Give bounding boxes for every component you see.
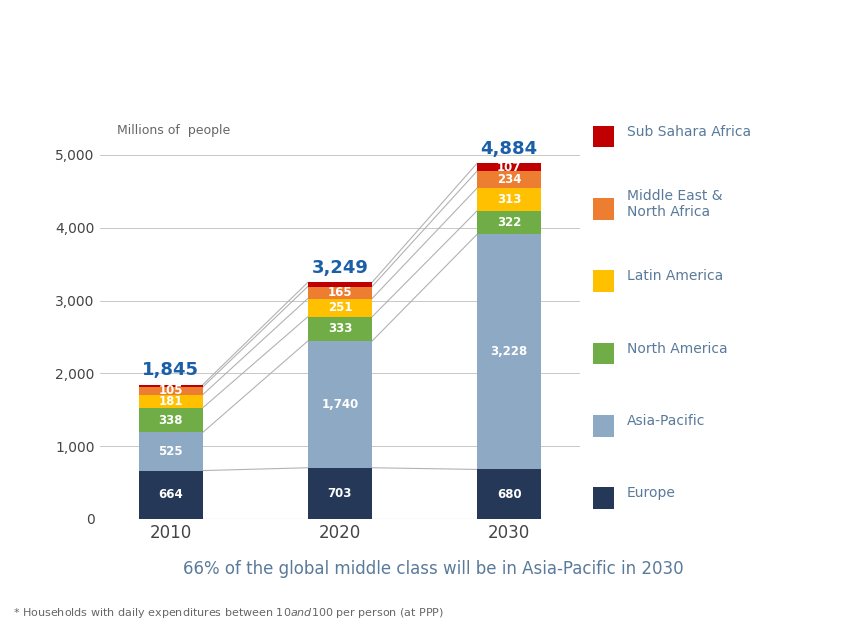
Text: 1,740: 1,740 — [321, 398, 359, 411]
Text: Europe: Europe — [627, 486, 675, 501]
Bar — [477, 171, 541, 188]
Bar — [139, 432, 203, 470]
Text: Asia-Pacific: Asia-Pacific — [627, 414, 706, 428]
Text: 1,845: 1,845 — [142, 361, 199, 379]
Bar — [307, 317, 372, 341]
Text: 664: 664 — [158, 488, 183, 501]
Bar — [477, 164, 541, 171]
Bar — [307, 287, 372, 299]
Text: Millions of  people: Millions of people — [117, 124, 229, 136]
Bar — [593, 415, 614, 437]
Text: 3,228: 3,228 — [490, 345, 527, 359]
Bar — [593, 198, 614, 220]
Text: 66% of the global middle class will be in Asia-Pacific in 2030: 66% of the global middle class will be i… — [183, 560, 683, 578]
Text: 105: 105 — [158, 384, 183, 398]
Bar — [477, 469, 541, 519]
Bar — [477, 211, 541, 235]
Text: 703: 703 — [327, 487, 352, 500]
Text: Latin America: Latin America — [627, 269, 723, 284]
Bar — [139, 384, 203, 387]
Text: 680: 680 — [497, 487, 521, 501]
Text: "Global middle class" expected to rise to 4.9 billion
people by 2030: "Global middle class" expected to rise t… — [13, 26, 697, 80]
Text: 165: 165 — [327, 286, 352, 299]
Text: Middle East &
North Africa: Middle East & North Africa — [627, 189, 722, 219]
Text: Sub Sahara Africa: Sub Sahara Africa — [627, 125, 751, 139]
Text: 338: 338 — [158, 413, 183, 426]
Bar — [139, 470, 203, 519]
Text: 3,249: 3,249 — [312, 259, 368, 277]
Bar — [139, 387, 203, 394]
Text: 322: 322 — [497, 216, 521, 229]
Bar — [139, 394, 203, 408]
Bar — [307, 282, 372, 287]
Bar — [139, 408, 203, 432]
Bar — [593, 487, 614, 509]
Bar — [307, 468, 372, 519]
Text: 181: 181 — [158, 394, 183, 408]
Text: 333: 333 — [327, 323, 352, 335]
Bar — [307, 299, 372, 317]
Bar — [477, 235, 541, 469]
Text: 525: 525 — [158, 445, 183, 458]
Text: 313: 313 — [497, 193, 521, 206]
Text: 4,884: 4,884 — [481, 140, 538, 157]
Text: * Households with daily expenditures between $10 and $100 per person (at PPP): * Households with daily expenditures bet… — [13, 606, 444, 620]
Bar — [593, 126, 614, 147]
Bar — [477, 188, 541, 211]
Bar — [593, 270, 614, 292]
Bar — [593, 343, 614, 364]
Text: 234: 234 — [497, 173, 521, 186]
Bar — [307, 341, 372, 468]
Text: 251: 251 — [327, 301, 352, 314]
Text: 107: 107 — [497, 161, 521, 174]
Text: North America: North America — [627, 342, 727, 356]
